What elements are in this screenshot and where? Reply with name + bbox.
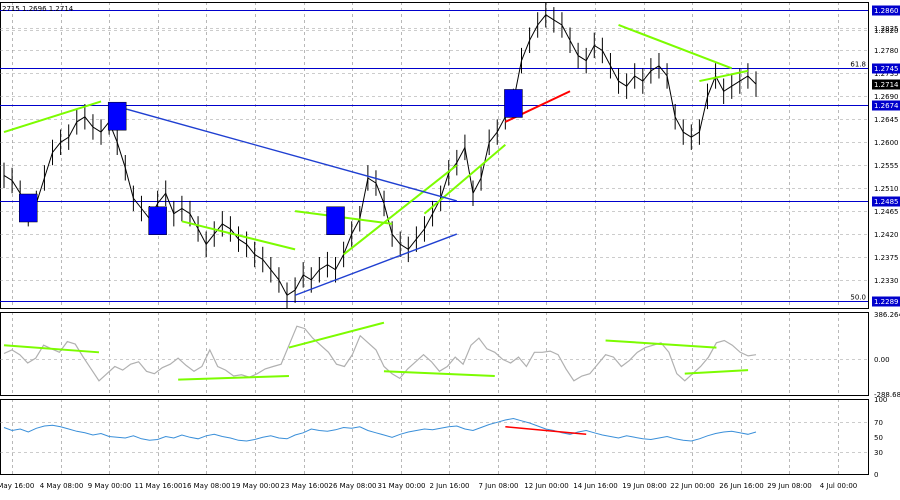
fib-label: 50.0 (850, 294, 866, 302)
cci-divergence-line (684, 369, 749, 375)
x-tick-label: 4 May 08:00 (40, 482, 84, 490)
divergence-line-green (342, 164, 458, 256)
cci-tick-label: -288.682 (874, 391, 900, 399)
x-tick-label: 12 Jun 00:00 (524, 482, 568, 490)
level-tag-text: 1.2485 (874, 198, 899, 206)
x-tick-label: 31 May 00:00 (377, 482, 425, 490)
x-tick-label: 9 May 00:00 (88, 482, 132, 490)
divergence-line-green (181, 220, 296, 251)
level-tag (872, 5, 900, 16)
x-tick-label: 26 May 08:00 (328, 482, 376, 490)
cci-line (3, 325, 757, 382)
price-tick-label: 1.2735 (874, 70, 899, 78)
trendline (117, 105, 458, 202)
rsi-tick-label: 30 (874, 449, 883, 457)
rsi-panel: 100 70 50 30 0 (0, 396, 887, 479)
rsi-tick-label: 50 (874, 434, 883, 442)
x-tick-label: 23 May 16:00 (280, 482, 328, 490)
rsi-frame (0, 399, 869, 475)
level-tag-text: 1.2289 (874, 298, 899, 306)
signal-marker (326, 206, 345, 235)
x-tick-label: 11 May 16:00 (134, 482, 182, 490)
level-tag (872, 100, 900, 111)
cci-panel: 386.2645 0.00 -288.682 (0, 311, 900, 399)
cci-divergence-line (605, 339, 717, 349)
x-tick-label: 26 Jun 16:00 (719, 482, 763, 490)
price-line (3, 14, 757, 297)
current-price-tag (872, 79, 900, 90)
price-tick-label: 1.2375 (874, 254, 899, 262)
signal-marker (19, 193, 38, 223)
price-tick-label: 1.2465 (874, 208, 899, 216)
price-tick-label: 1.2420 (874, 231, 899, 239)
price-tick-label: 1.2555 (874, 162, 899, 170)
trendline (294, 233, 458, 296)
price-tick-label: 1.2600 (874, 139, 899, 147)
x-tick-label: 16 May 08:00 (182, 482, 230, 490)
cci-tick-label: 386.2645 (874, 311, 900, 319)
price-frame (0, 2, 869, 309)
level-tag-text: 1.2674 (874, 102, 899, 110)
level-tag (872, 296, 900, 307)
cci-tick-label: 0.00 (874, 356, 890, 364)
price-tick-label: 1.2645 (874, 116, 899, 124)
level-tag (872, 63, 900, 74)
cci-divergence-line (3, 344, 100, 354)
price-tick-label: 1.2780 (874, 47, 899, 55)
x-tick-label: 22 Jun 00:00 (670, 482, 714, 490)
divergence-line-green (618, 24, 733, 70)
fib-label: 61.8 (850, 61, 866, 69)
price-tick-label: 1.2690 (874, 93, 899, 101)
signal-marker (504, 89, 523, 118)
price-tick-label: 1.2510 (874, 185, 899, 193)
cci-divergence-line (383, 370, 495, 378)
divergence-line-green (423, 144, 506, 215)
rsi-line (3, 417, 757, 442)
x-tick-label: 19 Jun 08:00 (622, 482, 666, 490)
x-tick-label: 19 May 00:00 (231, 482, 279, 490)
price-tick-label: 1.2820 (874, 27, 899, 35)
signal-marker (107, 101, 127, 131)
rsi-tick-label: 100 (874, 396, 887, 404)
price-tick-label: 1.2825 (874, 25, 899, 33)
cci-divergence-line (178, 375, 290, 381)
x-tick-label: 29 Jun 08:00 (767, 482, 811, 490)
x-tick-label: 4 Jul 00:00 (820, 482, 858, 490)
price-tick-label: 1.2330 (874, 277, 899, 285)
rsi-tick-label: 70 (874, 419, 883, 427)
x-tick-label: 2 Jun 16:00 (429, 482, 469, 490)
level-tag (872, 196, 900, 207)
symbol-header: 2715 1.2696 1.2714 (2, 5, 74, 13)
level-tag-text: 1.2745 (874, 65, 899, 73)
x-tick-label: 14 Jun 16:00 (573, 482, 617, 490)
divergence-line-green (3, 100, 102, 134)
signal-marker (148, 206, 167, 235)
divergence-line-green (699, 69, 749, 83)
rsi-divergence-line (505, 425, 587, 436)
cci-frame (0, 312, 869, 396)
level-tag-text: 1.2860 (874, 7, 899, 15)
x-tick-label: 7 Jun 08:00 (478, 482, 518, 490)
rsi-tick-label: 0 (874, 471, 878, 479)
current-price-text: 1.2714 (874, 81, 899, 89)
x-tick-label: 1 May 16:00 (0, 482, 34, 490)
cci-divergence-line (288, 321, 385, 349)
